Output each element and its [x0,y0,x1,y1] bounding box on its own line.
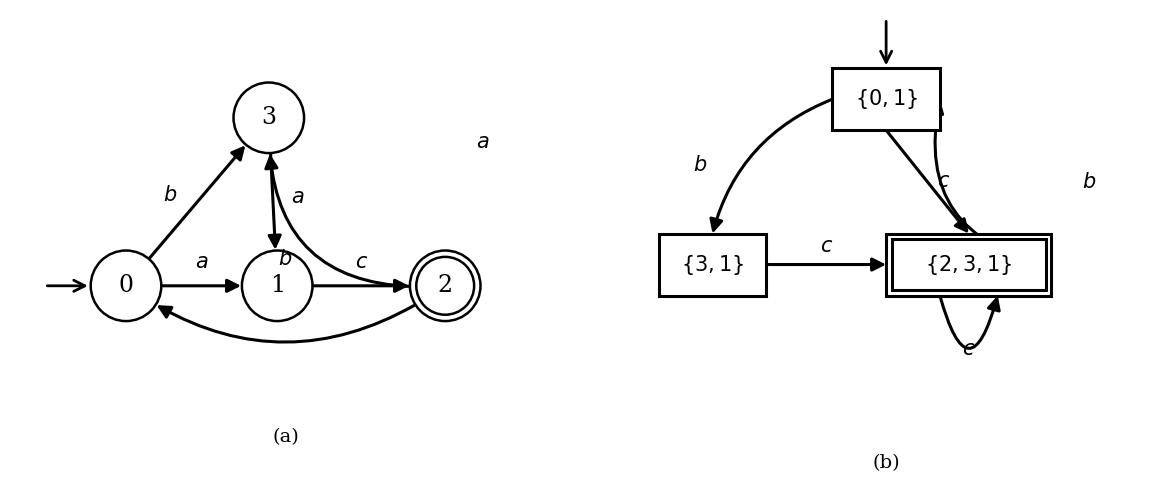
Circle shape [91,250,161,321]
Text: $c$: $c$ [962,340,975,359]
Text: 1: 1 [269,274,285,297]
FancyArrowPatch shape [940,296,1000,349]
Bar [891,240,1045,290]
Circle shape [242,250,313,321]
FancyArrowPatch shape [160,305,415,342]
Circle shape [234,82,305,153]
Text: $a$: $a$ [292,188,305,207]
FancyArrowPatch shape [269,154,280,247]
Text: 0: 0 [119,274,134,297]
FancyArrowPatch shape [149,148,243,258]
Text: 2: 2 [437,274,453,297]
Text: $\{3,1\}$: $\{3,1\}$ [681,252,744,277]
Bar [833,68,940,130]
FancyArrowPatch shape [767,259,883,270]
Text: $a$: $a$ [195,253,208,272]
Text: $c$: $c$ [820,237,833,256]
Text: $\{0,1\}$: $\{0,1\}$ [855,87,917,111]
Text: 3: 3 [261,106,276,129]
Bar [659,234,767,296]
Text: (a): (a) [272,428,299,446]
Text: (b): (b) [873,454,900,472]
FancyArrowPatch shape [266,157,409,286]
Text: $\{2,3,1\}$: $\{2,3,1\}$ [926,252,1013,277]
Text: $b$: $b$ [1082,172,1096,192]
Text: $c$: $c$ [937,173,950,191]
FancyArrowPatch shape [931,103,1051,264]
Text: $a$: $a$ [476,133,489,152]
FancyArrowPatch shape [162,280,238,291]
FancyArrowPatch shape [887,130,967,231]
Bar [887,234,1051,296]
Text: $b$: $b$ [163,185,178,205]
Text: $c$: $c$ [355,253,368,272]
Circle shape [410,250,481,321]
FancyArrowPatch shape [313,280,406,291]
FancyArrowPatch shape [711,99,833,230]
Text: $b$: $b$ [693,155,707,175]
Text: $b$: $b$ [279,249,293,269]
